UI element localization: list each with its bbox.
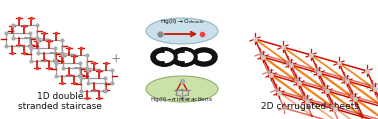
- Ellipse shape: [153, 50, 175, 64]
- Text: +: +: [111, 52, 121, 65]
- Ellipse shape: [196, 52, 212, 62]
- Ellipse shape: [176, 52, 192, 62]
- Ellipse shape: [146, 76, 218, 102]
- Ellipse shape: [173, 50, 195, 64]
- Text: Hg(II)$-\pi$ interactions: Hg(II)$-\pi$ interactions: [150, 96, 214, 104]
- Text: Hg(II)$\rightarrow$O$_{\rm dioxole}$: Hg(II)$\rightarrow$O$_{\rm dioxole}$: [160, 17, 204, 27]
- Text: 2D corrugated sheets: 2D corrugated sheets: [261, 102, 359, 111]
- Ellipse shape: [193, 50, 215, 64]
- Text: 1D double
stranded staircase: 1D double stranded staircase: [18, 92, 102, 111]
- Ellipse shape: [146, 18, 218, 44]
- Ellipse shape: [156, 52, 172, 62]
